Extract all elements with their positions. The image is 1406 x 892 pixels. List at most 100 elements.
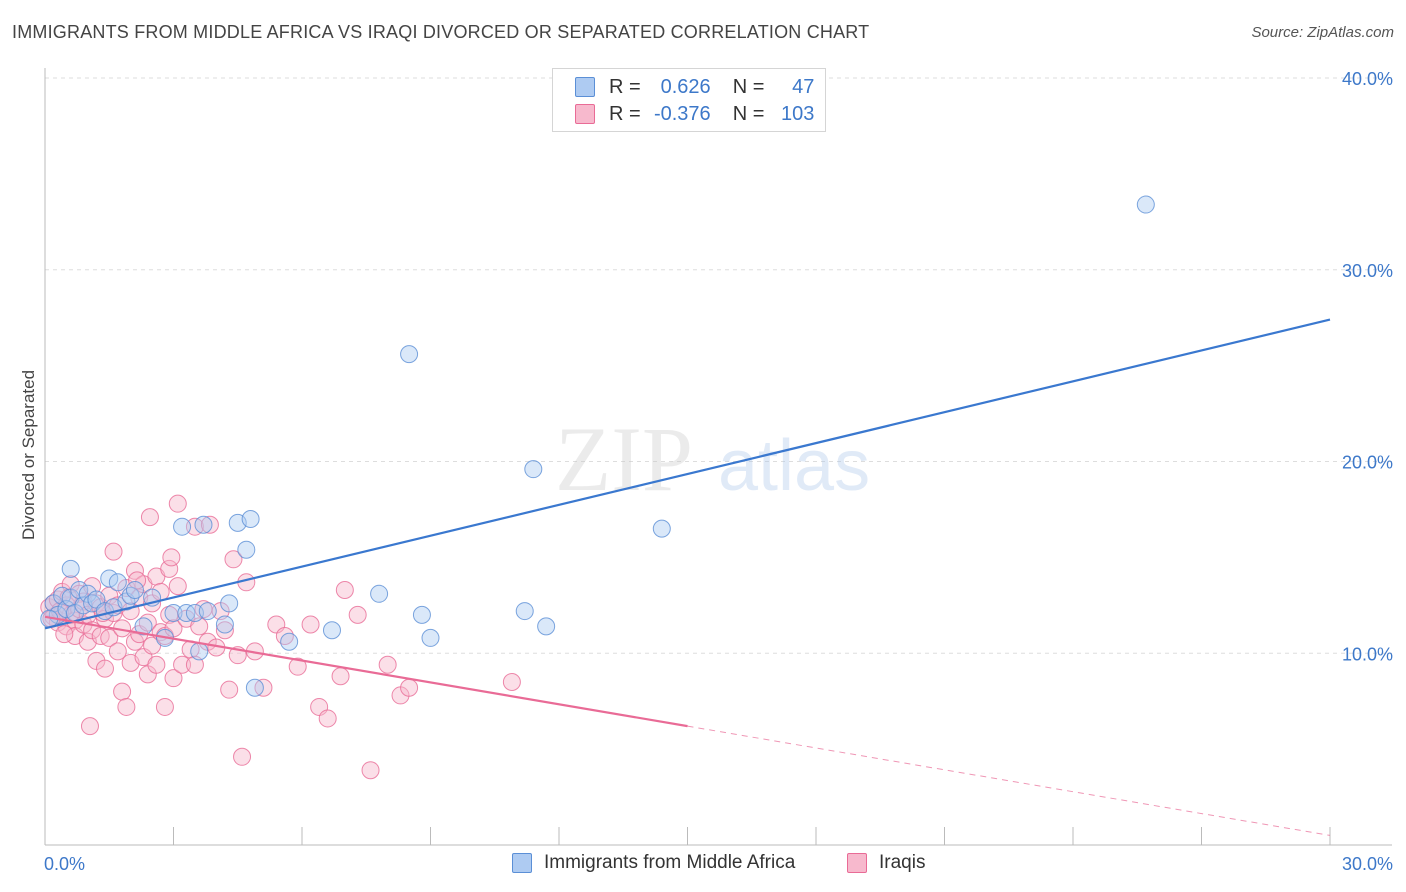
data-point [502,673,521,692]
legend-r-label: R = [609,102,641,125]
data-point [322,621,341,640]
data-point [348,605,367,624]
series-legend-item-middle-africa[interactable]: Immigrants from Middle Africa [512,852,795,874]
legend-r-label: R = [609,75,641,98]
data-point [378,655,397,674]
legend-swatch-pink [575,104,595,124]
data-point [280,632,299,651]
data-point [318,709,337,728]
data-point [288,657,307,676]
series-label-iraqis: Iraqis [879,852,926,873]
data-point [301,615,320,634]
data-point [370,584,389,603]
data-point [1136,195,1155,214]
legend-swatch-blue [575,77,595,97]
data-point [245,678,264,697]
trend-line-middle-africa [44,318,1331,630]
data-point [173,517,192,536]
series-legend-item-iraqis[interactable]: Iraqis [847,852,925,874]
legend-n-label: N = [732,75,765,98]
data-point [537,617,556,636]
data-point [160,559,179,578]
legend-n-value-pink: 103 [781,102,815,125]
data-point [100,628,119,647]
series-swatch-blue [512,853,532,873]
data-point [400,678,419,697]
middle-africa-points [40,195,1155,697]
data-point [104,542,123,561]
y-tick-label: 20.0% [1342,453,1393,473]
series-swatch-pink [847,853,867,873]
watermark-zip: ZIP [555,408,693,510]
data-point [215,615,234,634]
watermark: ZIP atlas [555,408,870,510]
y-tick-label: 10.0% [1342,644,1393,664]
data-point [412,605,431,624]
data-point [173,655,192,674]
grid-lines [45,77,1392,654]
data-point [190,617,209,636]
data-point [61,559,80,578]
legend-row-blue: R = 0.626 N = 47 [575,75,814,99]
tick-labels: 10.0% 20.0% 30.0% 40.0% 0.0% 30.0% [44,69,1393,874]
data-point [108,573,127,592]
legend-n-label: N = [732,102,765,125]
data-point [335,580,354,599]
iraqis-points [40,494,521,780]
data-point [524,460,543,479]
data-point [237,540,256,559]
data-point [241,510,260,529]
data-point [95,659,114,678]
axes [44,68,1392,846]
chart-title: IMMIGRANTS FROM MIDDLE AFRICA VS IRAQI D… [12,22,870,42]
data-point [400,345,419,364]
trend-line-iraqis-extension [687,725,1331,836]
trend-lines [44,318,1331,836]
data-point [168,494,187,513]
data-point [108,642,127,661]
data-point [233,747,252,766]
y-tick-label: 40.0% [1342,69,1393,89]
data-point [164,603,183,622]
source-label: Source: ZipAtlas.com [1251,24,1394,41]
legend-r-value-pink: -0.376 [653,102,711,125]
legend-n-value-blue: 47 [792,75,815,98]
data-point [147,655,166,674]
data-point [140,508,159,527]
data-point [190,642,209,661]
data-point [652,519,671,538]
trend-line-iraqis [44,615,688,728]
data-point [55,625,74,644]
series-label-middle-africa: Immigrants from Middle Africa [544,852,796,873]
y-axis-label: Divorced or Separated [19,370,38,540]
data-point [215,621,234,640]
data-point [162,548,181,567]
data-point [194,515,213,534]
legend-r-value-blue: 0.626 [660,75,711,98]
data-point [220,594,239,613]
data-point [220,680,239,699]
data-point [198,602,217,621]
data-point [155,697,174,716]
data-point [125,580,144,599]
data-point [100,569,119,588]
data-point [331,667,350,686]
legend-row-pink: R = -0.376 N = 103 [575,102,814,126]
data-point [224,550,243,569]
data-point [361,761,380,780]
data-point [421,628,440,647]
correlation-legend: R = 0.626 N = 47 R = -0.376 N = 103 [552,68,826,132]
data-point [168,577,187,596]
data-point [134,617,153,636]
x-tick-label: 30.0% [1342,854,1393,874]
data-point [117,697,136,716]
data-point [164,669,183,688]
data-point [200,515,219,534]
data-point [185,655,204,674]
data-point [57,600,76,619]
data-point [113,682,132,701]
data-point [80,717,99,736]
series-legend: Immigrants from Middle Africa Iraqis [0,852,1406,876]
x-tick-label: 0.0% [44,854,85,874]
